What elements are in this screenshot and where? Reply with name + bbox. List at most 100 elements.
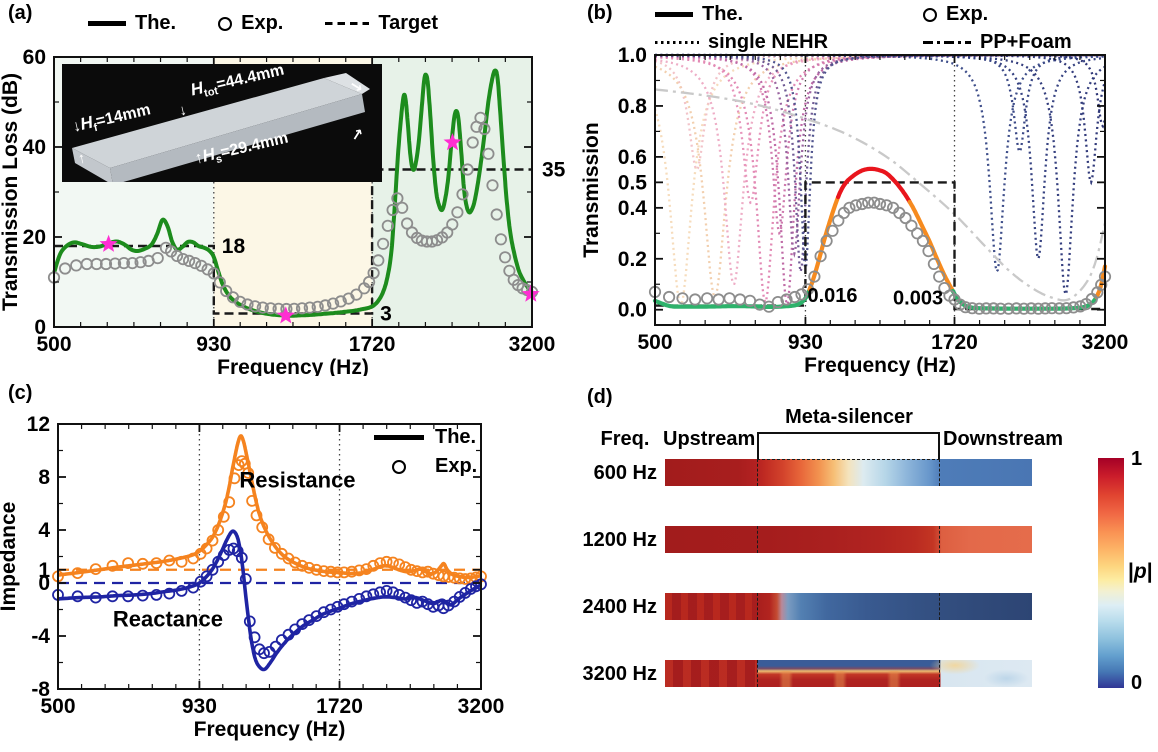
exp-point <box>58 262 72 275</box>
exp-point <box>1032 302 1045 315</box>
exp-point <box>987 302 1000 315</box>
exp-point <box>490 208 503 221</box>
exp-point <box>451 206 464 219</box>
resistance_exp-point <box>136 557 149 570</box>
reactance_exp-point <box>345 595 358 608</box>
legend-label: PP+Foam <box>980 31 1072 53</box>
x-tick-label: 930 <box>182 695 217 718</box>
exp-point <box>868 196 881 209</box>
legend-label: The. <box>135 12 177 34</box>
exp-point <box>461 163 474 176</box>
exp-point <box>207 267 220 280</box>
exp-point <box>911 227 924 240</box>
y-tick-label: 40 <box>23 136 46 159</box>
reactance_exp-point <box>163 587 176 600</box>
y-tick-label: 4 <box>38 519 50 542</box>
exp-point <box>905 219 918 232</box>
y-tick-label: 60 <box>23 46 46 69</box>
resistance_exp-point <box>71 567 84 580</box>
exp-point <box>1010 302 1023 315</box>
resistance_exp-point <box>442 571 455 583</box>
reactance_exp-point <box>410 596 423 609</box>
nehr-curve <box>654 54 1106 305</box>
exp-point <box>966 302 979 315</box>
exp-point <box>183 254 196 267</box>
resistance_exp-point <box>459 573 472 585</box>
resistance_exp-point <box>206 534 219 547</box>
star-marker <box>99 234 118 252</box>
nehr-curve <box>655 53 1106 262</box>
x-tick-label: 500 <box>36 333 71 356</box>
exp-point <box>303 301 316 314</box>
nehr-curve <box>655 53 1105 272</box>
exp-point <box>201 263 214 276</box>
exp-point <box>832 214 845 227</box>
theory-curve <box>52 68 534 318</box>
legend-item-the-: The. <box>655 3 923 26</box>
legend-item-target: Target <box>325 12 438 35</box>
exp-point <box>249 300 262 313</box>
exp-point <box>676 292 689 305</box>
reactance_exp-point <box>89 591 102 604</box>
nehr-curve <box>655 53 1107 129</box>
reactance_exp-point <box>380 584 393 597</box>
exp-point <box>486 179 499 192</box>
prism-left-face <box>72 148 113 182</box>
resistance_exp-point <box>268 541 281 554</box>
panel-b-legend: The. Exp. single NEHR PP+Foam <box>655 3 1072 54</box>
legend-label: Exp. <box>946 3 989 25</box>
exp-point <box>466 136 479 149</box>
exp-point <box>663 290 676 304</box>
line-swatch-icon <box>88 21 126 26</box>
y-tick-label: 0.4 <box>618 197 648 220</box>
resistance_exp-point <box>374 557 387 570</box>
nehr-curve <box>654 53 1105 274</box>
exp-point <box>99 257 113 271</box>
reactance_exp-point <box>243 615 256 628</box>
panel-c: Resistance Reactance 500 930 1720 3200 12 8 4 1 0 -… <box>0 376 579 752</box>
exp-point <box>1060 302 1073 315</box>
exp-point <box>808 270 821 283</box>
exp-point <box>826 224 839 237</box>
resistance_exp-point <box>360 563 373 576</box>
legend-item-exp-: Exp. <box>218 12 283 35</box>
exp-point <box>916 234 929 247</box>
exp-point <box>456 188 469 201</box>
nehr-curve <box>655 53 1105 236</box>
exp-point <box>295 302 309 315</box>
resistance_exp-point <box>262 533 275 546</box>
ppfoam-curve <box>654 88 1107 302</box>
exp-point <box>959 301 972 314</box>
exp-point <box>927 257 940 270</box>
resistance_exp-point <box>200 542 213 555</box>
x-tick-label: 500 <box>637 331 672 354</box>
resistance_exp-point <box>89 563 102 576</box>
nehr-curve <box>654 54 1105 299</box>
row-label-2400hz: 2400 Hz <box>582 596 658 618</box>
y-tick-label: 0 <box>38 572 50 595</box>
resistance_exp-point <box>228 472 241 485</box>
colorbar-max-label: 1 <box>1131 448 1143 470</box>
legend-item-single-nehr: single NEHR <box>655 31 923 54</box>
resistance_exp-point <box>448 571 461 584</box>
exp-point <box>788 290 801 304</box>
reactance_exp-point <box>235 551 248 564</box>
line-swatch-icon <box>655 12 693 17</box>
exp-point <box>367 266 380 280</box>
exp-point <box>391 192 404 205</box>
exp-point <box>90 257 103 271</box>
star-marker <box>276 306 295 324</box>
exp-point <box>801 283 815 296</box>
pressure-field-1200hz <box>665 526 1032 553</box>
exp-point <box>376 237 390 250</box>
panel-a-letter: (a) <box>8 2 33 24</box>
panel-c-letter: (c) <box>8 382 33 404</box>
axis-box <box>654 54 1106 326</box>
resistance_exp-point <box>246 495 259 507</box>
exp-point <box>381 219 394 232</box>
panel-d: (d) Freq. Upstream Meta-silencer Downstr… <box>579 376 1158 752</box>
panel-b: 0.016 0.003 500 930 1720 3200 0.0 0.2 0.4 0.5 0.6 0… <box>579 0 1158 376</box>
exp-point <box>1017 302 1030 315</box>
row-label-600hz: 600 Hz <box>593 462 657 484</box>
y-axis-title: Transmission <box>580 122 603 257</box>
